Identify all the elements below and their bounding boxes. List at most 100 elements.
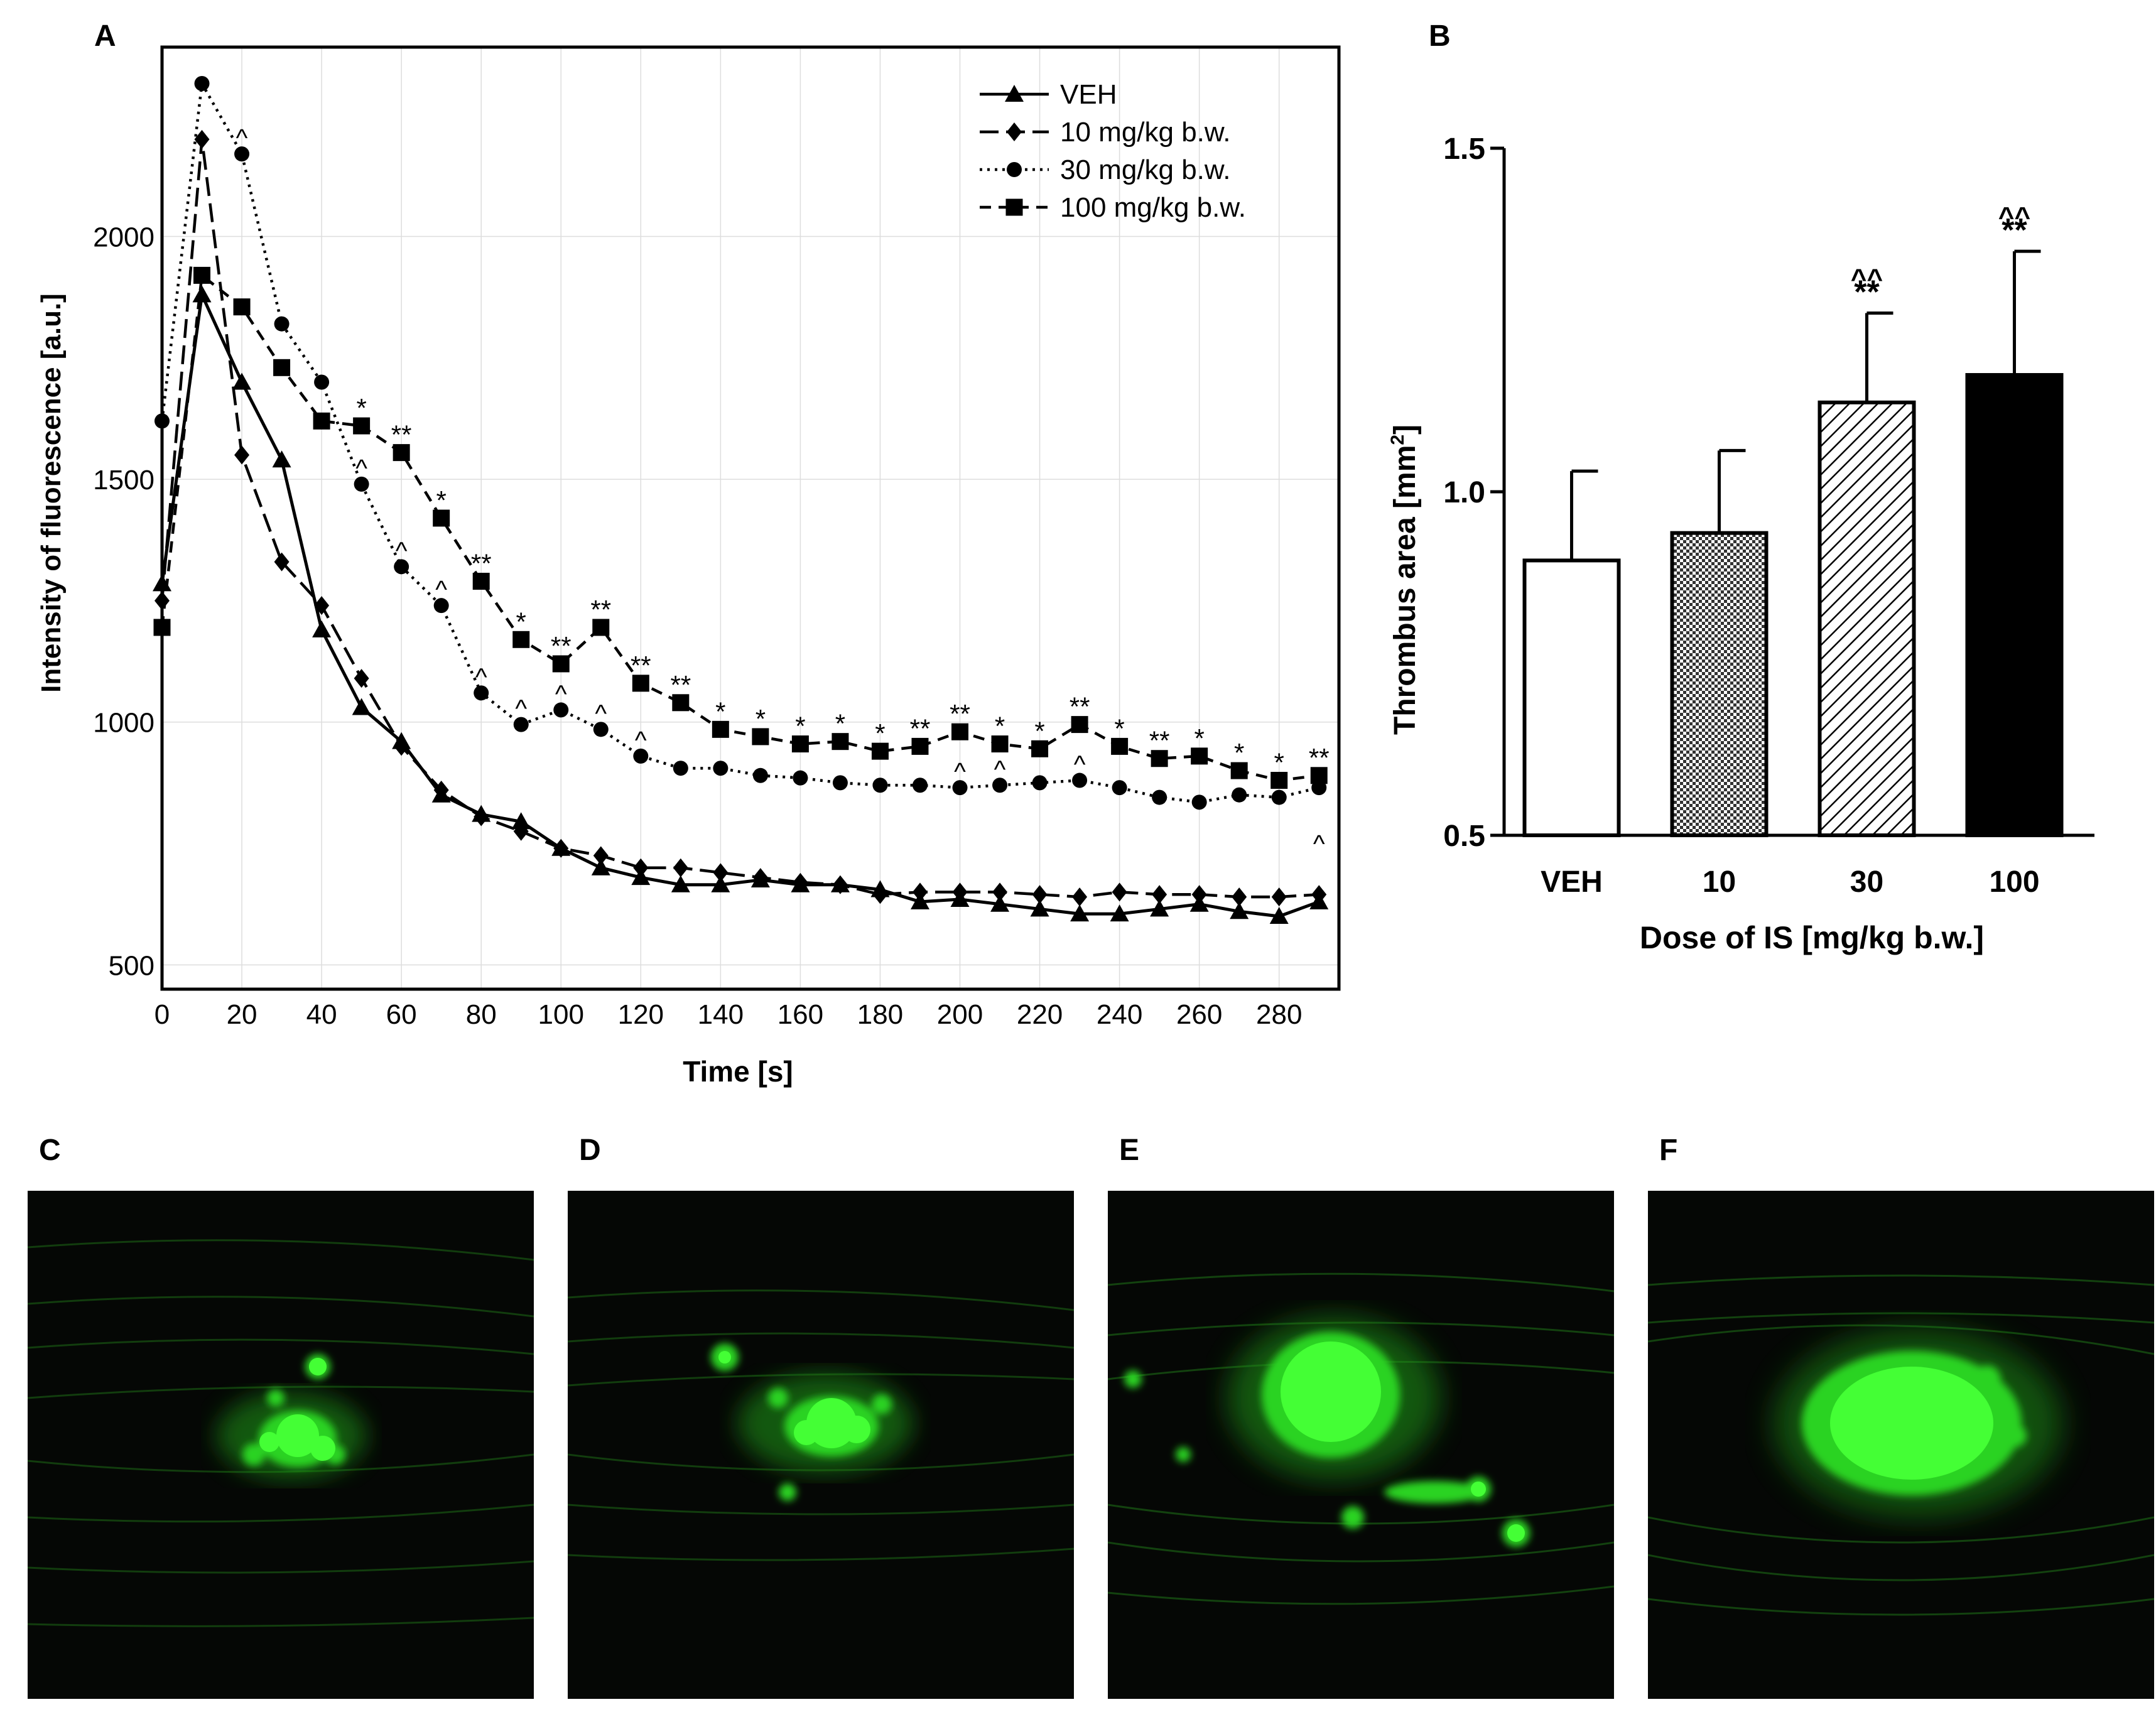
data-point	[1271, 887, 1287, 907]
significance-mark: **	[551, 631, 572, 661]
data-point	[1150, 899, 1169, 917]
y-axis-title: Thrombus area [mm2]	[1387, 425, 1422, 735]
category-label: VEH	[1541, 865, 1603, 899]
data-point	[153, 619, 171, 636]
data-point	[632, 675, 649, 692]
data-point	[1032, 885, 1048, 904]
significance-mark: **	[670, 670, 691, 700]
plot-border	[160, 45, 1341, 991]
data-point	[952, 780, 968, 796]
significance-mark: *	[356, 393, 366, 423]
data-point	[1112, 882, 1127, 902]
data-point	[354, 476, 369, 492]
data-point	[593, 722, 609, 737]
significance-mark: ^	[435, 576, 447, 604]
data-point	[992, 882, 1008, 902]
data-point	[552, 655, 570, 673]
data-point	[553, 838, 569, 858]
data-point	[354, 669, 369, 688]
data-point	[194, 75, 210, 91]
data-point	[192, 285, 212, 303]
x-tick-label: 180	[857, 999, 903, 1030]
significance-mark: ^	[1074, 751, 1086, 779]
significance-mark: *	[1034, 716, 1044, 745]
x-tick-label: 280	[1256, 999, 1302, 1030]
legend-label: 10 mg/kg b.w.	[1060, 117, 1230, 148]
series-3	[153, 266, 1328, 789]
data-point	[673, 858, 688, 877]
panel-label-f: F	[1659, 1134, 1678, 1167]
significance-mark: ^	[515, 695, 527, 723]
data-point	[672, 694, 690, 712]
legend: VEH 10 mg/kg b.w. 30 mg/kg b.w. 100 mg/kg b…	[980, 79, 1246, 223]
data-point	[1152, 789, 1167, 805]
data-point	[713, 761, 729, 776]
significance-mark: **	[1309, 743, 1330, 772]
data-point	[394, 737, 409, 756]
bar-2	[1817, 400, 1916, 837]
significance-mark: *	[1274, 748, 1284, 778]
significance-mark: *	[516, 607, 526, 636]
significance-mark: ^	[595, 700, 607, 727]
data-point	[912, 882, 928, 902]
data-point	[474, 807, 489, 827]
significance-mark: *	[1194, 724, 1204, 753]
panel-label-e: E	[1119, 1134, 1140, 1167]
x-tick-label: 80	[466, 999, 497, 1030]
data-point	[791, 735, 809, 753]
micrograph-c-veh	[28, 1191, 534, 1699]
data-point	[1230, 762, 1248, 779]
data-point	[712, 720, 729, 738]
data-point	[593, 846, 609, 865]
data-point	[591, 858, 610, 875]
series-line	[160, 289, 1320, 918]
data-point	[1151, 750, 1168, 767]
data-point	[872, 885, 888, 904]
significance-mark: **	[950, 699, 970, 729]
significance-mark: ^	[994, 756, 1006, 783]
data-point	[433, 598, 449, 614]
significance-mark: ^	[635, 727, 647, 754]
category-label: 10	[1703, 865, 1736, 899]
chart-a-fluorescence-time-course: 0 20 40 60 80 100 120 140 160 180 200 220 240 260 280 5…	[36, 45, 1341, 1088]
data-point	[1191, 885, 1207, 904]
significance-mark: **	[391, 420, 412, 450]
significance-mark: ^	[555, 680, 567, 708]
y-tick-label: 500	[109, 950, 154, 981]
data-point	[1032, 775, 1048, 791]
data-point	[513, 717, 529, 732]
data-point	[832, 733, 849, 751]
data-point	[313, 412, 330, 430]
significance-mark: *	[835, 709, 845, 739]
data-point	[832, 775, 848, 791]
x-axis-title: Time [s]	[683, 1055, 793, 1088]
data-point	[991, 735, 1009, 753]
significance-mark: *	[436, 485, 446, 515]
data-point	[1071, 716, 1088, 734]
data-point	[752, 728, 769, 745]
category-label: 100	[1989, 865, 2039, 899]
significance-carets: ^^	[1998, 202, 2030, 232]
data-point	[1031, 740, 1049, 757]
x-tick-label: 20	[227, 999, 257, 1030]
data-point	[273, 359, 291, 376]
y-tick-label: 1.5	[1443, 133, 1485, 166]
bar-0	[1522, 558, 1621, 838]
data-point	[633, 858, 649, 877]
y-axis-title: Intensity of fluorescence [a.u.]	[36, 293, 67, 693]
data-point	[671, 875, 690, 892]
significance-mark: **	[1070, 692, 1090, 722]
data-point	[513, 821, 529, 841]
data-point	[194, 129, 210, 149]
significance-mark: **	[590, 595, 611, 624]
data-point	[673, 761, 688, 776]
data-point	[912, 778, 928, 793]
data-point	[592, 619, 610, 636]
panel-label-d: D	[579, 1134, 601, 1167]
data-point	[711, 875, 730, 892]
y-tick-label: 2000	[93, 222, 154, 253]
x-tick-label: 140	[698, 999, 744, 1030]
data-point	[312, 620, 332, 637]
y-axis-title-end: ]	[1389, 425, 1422, 435]
